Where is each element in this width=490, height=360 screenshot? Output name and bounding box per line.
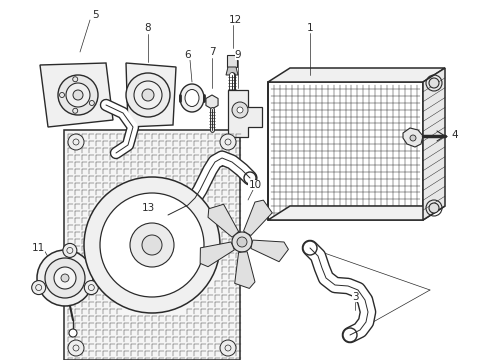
Polygon shape	[423, 68, 445, 220]
Polygon shape	[40, 63, 113, 127]
Text: 9: 9	[235, 50, 241, 60]
Text: 7: 7	[209, 47, 215, 57]
Text: 10: 10	[248, 180, 262, 190]
Text: 8: 8	[145, 23, 151, 33]
Circle shape	[303, 241, 317, 255]
Polygon shape	[200, 242, 234, 267]
Polygon shape	[251, 240, 289, 262]
Polygon shape	[403, 128, 423, 147]
Circle shape	[100, 193, 204, 297]
Circle shape	[429, 78, 439, 88]
Polygon shape	[226, 67, 238, 75]
Circle shape	[142, 89, 154, 101]
Text: 11: 11	[31, 243, 45, 253]
Polygon shape	[228, 90, 262, 137]
Circle shape	[244, 172, 256, 184]
Circle shape	[161, 208, 175, 222]
Circle shape	[54, 267, 76, 289]
Circle shape	[134, 81, 162, 109]
Text: 1: 1	[307, 23, 313, 33]
Ellipse shape	[180, 84, 204, 112]
Circle shape	[63, 243, 77, 257]
Text: 5: 5	[92, 10, 98, 20]
Text: 12: 12	[228, 15, 242, 25]
Circle shape	[68, 340, 84, 356]
Circle shape	[32, 280, 46, 294]
Circle shape	[126, 73, 170, 117]
Text: 3: 3	[352, 292, 358, 302]
Circle shape	[66, 83, 90, 107]
Text: 2: 2	[195, 203, 201, 213]
Polygon shape	[268, 68, 445, 82]
Text: 4: 4	[452, 130, 458, 140]
Polygon shape	[206, 95, 218, 109]
Text: 13: 13	[142, 203, 155, 213]
Circle shape	[232, 102, 248, 118]
Polygon shape	[126, 63, 176, 127]
Circle shape	[232, 232, 252, 252]
Circle shape	[61, 274, 69, 282]
Circle shape	[84, 177, 220, 313]
Circle shape	[237, 237, 247, 247]
Circle shape	[84, 280, 98, 294]
Polygon shape	[235, 252, 255, 288]
Circle shape	[45, 258, 85, 298]
Polygon shape	[268, 206, 445, 220]
Circle shape	[37, 250, 93, 306]
Circle shape	[58, 75, 98, 115]
Text: 6: 6	[185, 50, 191, 60]
Circle shape	[142, 235, 162, 255]
Circle shape	[220, 134, 236, 150]
Polygon shape	[244, 200, 272, 235]
Circle shape	[73, 90, 83, 100]
Polygon shape	[227, 55, 237, 67]
Circle shape	[237, 107, 243, 113]
Circle shape	[130, 223, 174, 267]
Polygon shape	[64, 130, 240, 360]
Circle shape	[220, 340, 236, 356]
Circle shape	[68, 134, 84, 150]
Circle shape	[429, 203, 439, 213]
Circle shape	[343, 328, 357, 342]
Circle shape	[69, 329, 77, 337]
Circle shape	[410, 135, 416, 141]
Ellipse shape	[185, 90, 199, 107]
Polygon shape	[268, 82, 423, 220]
Polygon shape	[208, 204, 239, 237]
